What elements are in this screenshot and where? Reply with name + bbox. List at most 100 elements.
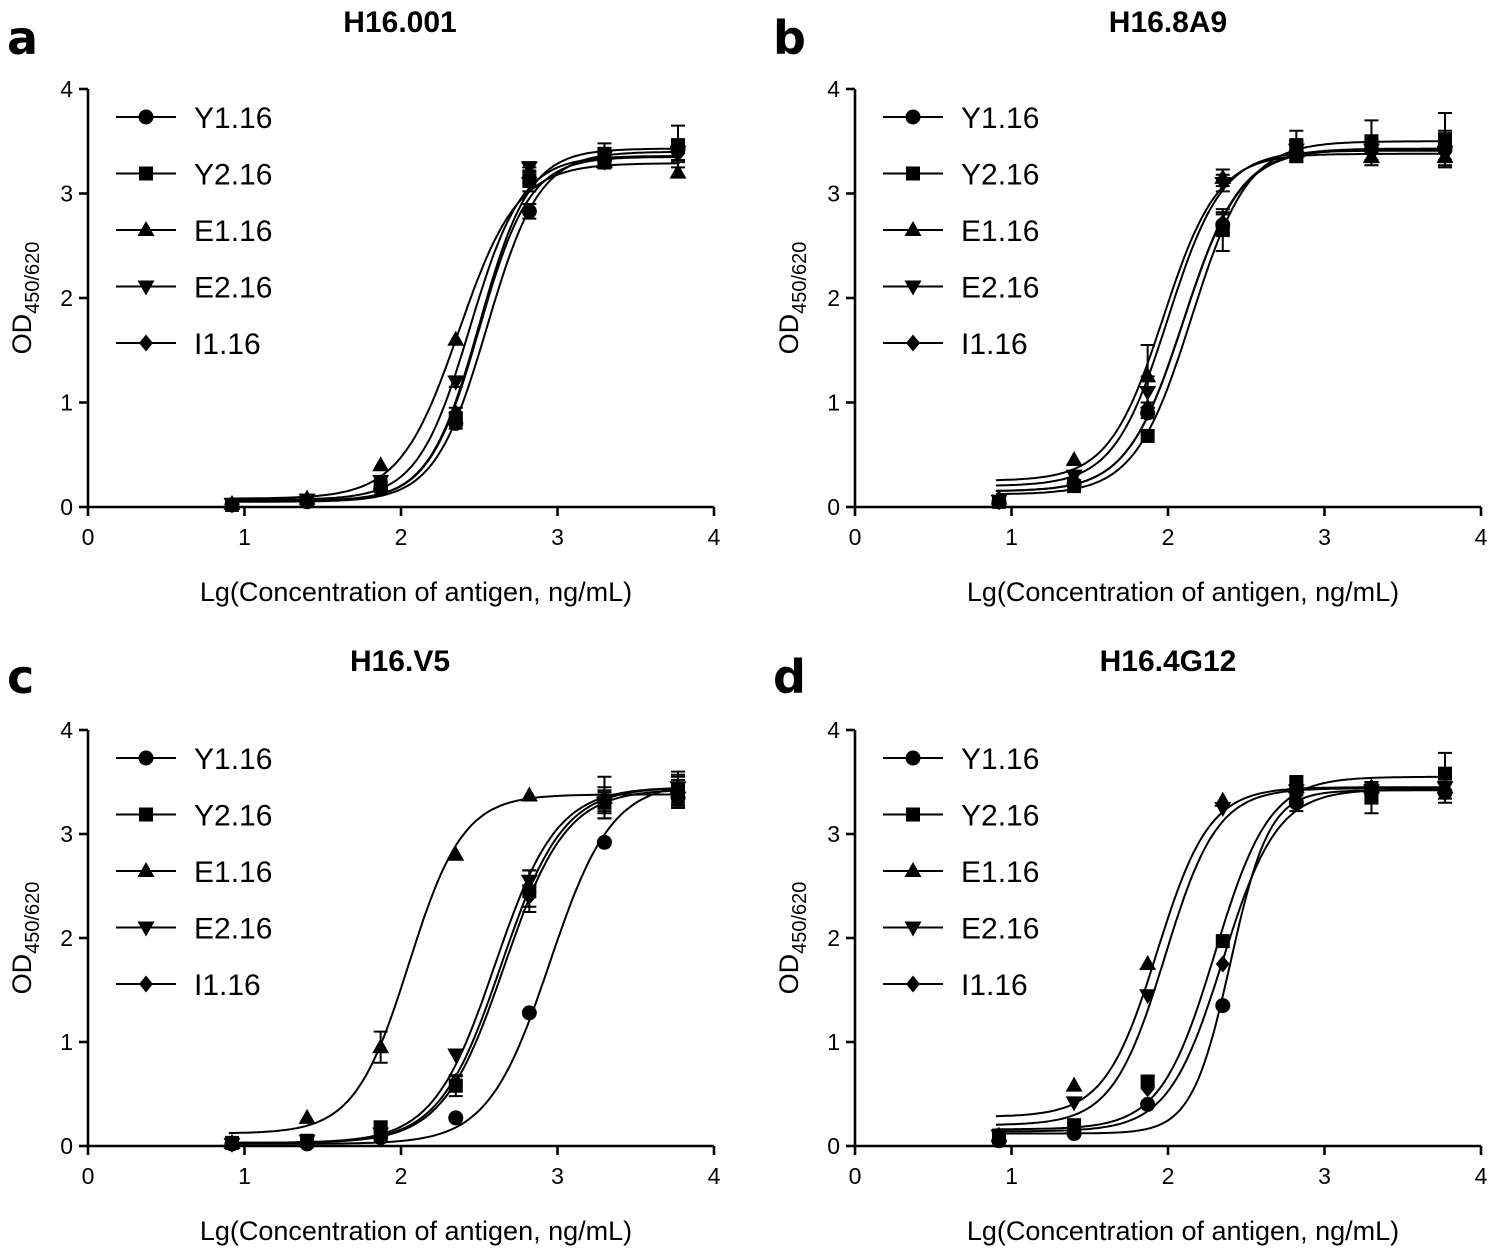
legend-marker-E2.16 — [904, 280, 922, 296]
chart-title: H16.8A9 — [1109, 6, 1227, 39]
data-point-I1.16 — [671, 145, 686, 163]
x-tick-label: 0 — [82, 524, 95, 550]
fit-curve-E2.16 — [995, 149, 1447, 487]
x-axis-label: Lg(Concentration of antigen, ng/mL) — [200, 577, 632, 607]
legend-marker-Y2.16 — [906, 807, 920, 822]
x-tick-label: 4 — [708, 524, 721, 550]
data-point-I1.16 — [448, 1073, 463, 1091]
legend-label: E1.16 — [961, 856, 1039, 889]
data-point-E2.16 — [447, 375, 465, 391]
data-point-I1.16 — [1215, 214, 1230, 232]
x-tick-label: 1 — [238, 524, 251, 550]
x-tick-label: 0 — [849, 1163, 862, 1189]
legend-label: Y2.16 — [194, 159, 272, 192]
y-tick-label: 0 — [827, 494, 840, 520]
y-tick-label: 4 — [60, 717, 73, 743]
legend-label: Y1.16 — [961, 102, 1039, 135]
legend-marker-Y2.16 — [139, 807, 153, 822]
y-tick-label: 1 — [60, 1029, 73, 1055]
panel-letter: a — [7, 11, 38, 65]
data-point-E2.16 — [1065, 1096, 1083, 1112]
y-tick-label: 4 — [827, 717, 840, 743]
data-point-I1.16 — [1438, 137, 1453, 155]
legend-label: E2.16 — [194, 913, 272, 946]
y-tick-label: 2 — [60, 925, 73, 951]
legend-label: E2.16 — [961, 913, 1039, 946]
x-tick-label: 1 — [1005, 524, 1018, 550]
y-tick-label: 1 — [827, 1029, 840, 1055]
data-point-I1.16 — [597, 792, 612, 810]
data-point-I1.16 — [448, 404, 463, 422]
legend-marker-Y1.16 — [905, 750, 921, 766]
y-axis-label: OD450/620 — [774, 242, 811, 355]
data-point-I1.16 — [1289, 785, 1304, 803]
y-tick-label: 3 — [827, 821, 840, 847]
data-point-E1.16 — [1065, 1076, 1083, 1092]
data-point-E1.16 — [669, 163, 687, 179]
panel-letter: c — [7, 650, 34, 704]
legend-marker-E2.16 — [137, 280, 155, 296]
x-tick-label: 2 — [1162, 1163, 1175, 1189]
legend-marker-E1.16 — [137, 221, 155, 236]
data-point-I1.16 — [224, 496, 239, 514]
data-point-I1.16 — [1289, 141, 1304, 159]
legend-label: Y2.16 — [194, 800, 272, 833]
data-point-E2.16 — [520, 161, 538, 177]
y-tick-label: 0 — [827, 1133, 840, 1159]
legend-marker-Y1.16 — [905, 109, 921, 125]
fit-curve-Y2.16 — [228, 147, 680, 502]
x-tick-label: 3 — [1318, 524, 1331, 550]
panel-a: a H16.001 0 1 2 3 4 0 1 2 3 4 Lg(Concentration of an… — [7, 6, 721, 607]
data-point-Y2.16 — [1438, 766, 1453, 781]
fit-curve-Y1.16 — [228, 150, 680, 503]
panel-d: d H16.4G12 0 1 2 3 4 0 1 2 3 4 Lg(Concentration of a… — [773, 645, 1488, 1246]
panel-c: c H16.V5 0 1 2 3 4 0 1 2 3 4 Lg(Concentration of ant… — [7, 645, 721, 1246]
data-point-I1.16 — [1438, 781, 1453, 799]
legend-label: E1.16 — [194, 215, 272, 248]
data-point-E2.16 — [447, 1048, 465, 1064]
x-tick-label: 2 — [395, 524, 408, 550]
x-tick-label: 1 — [238, 1163, 251, 1189]
data-point-E2.16 — [1139, 386, 1157, 402]
x-tick-label: 3 — [551, 524, 564, 550]
y-tick-label: 3 — [60, 821, 73, 847]
chart-title: H16.4G12 — [1100, 645, 1237, 678]
legend-label: I1.16 — [194, 328, 261, 361]
legend-marker-Y1.16 — [138, 750, 154, 766]
data-point-E2.16 — [1214, 802, 1232, 817]
data-point-Y1.16 — [521, 1005, 537, 1021]
y-axis-label-main: OD — [7, 314, 37, 355]
data-point-Y1.16 — [448, 1110, 464, 1126]
x-tick-label: 4 — [1475, 524, 1488, 550]
data-point-I1.16 — [373, 479, 388, 497]
data-point-E1.16 — [372, 1038, 390, 1054]
legend-label: Y2.16 — [961, 800, 1039, 833]
x-tick-label: 1 — [1005, 1163, 1018, 1189]
fit-curve-E1.16 — [995, 152, 1447, 482]
y-tick-label: 0 — [60, 494, 73, 520]
data-point-I1.16 — [373, 1127, 388, 1145]
data-point-I1.16 — [1364, 143, 1379, 161]
data-point-I1.16 — [1140, 399, 1155, 417]
legend-label: E1.16 — [194, 856, 272, 889]
y-tick-label: 3 — [827, 181, 840, 207]
legend-marker-I1.16 — [906, 975, 920, 993]
data-point-E1.16 — [298, 1108, 316, 1124]
data-point-E1.16 — [447, 330, 465, 346]
y-axis-label-main: OD — [774, 314, 804, 355]
legend-label: I1.16 — [961, 328, 1028, 361]
chart-title: H16.V5 — [350, 645, 450, 678]
data-point-E1.16 — [1139, 367, 1157, 383]
legend-label: Y1.16 — [194, 743, 272, 776]
legend-label: Y2.16 — [961, 159, 1039, 192]
legend-marker-I1.16 — [139, 334, 153, 352]
x-tick-label: 4 — [708, 1163, 721, 1189]
x-axis-label: Lg(Concentration of antigen, ng/mL) — [200, 1216, 632, 1246]
data-point-Y1.16 — [596, 834, 612, 850]
legend-marker-E2.16 — [904, 921, 922, 937]
data-point-I1.16 — [597, 153, 612, 171]
legend-label: E2.16 — [961, 272, 1039, 305]
data-point-I1.16 — [522, 169, 537, 187]
y-axis-label: OD450/620 — [7, 242, 44, 355]
